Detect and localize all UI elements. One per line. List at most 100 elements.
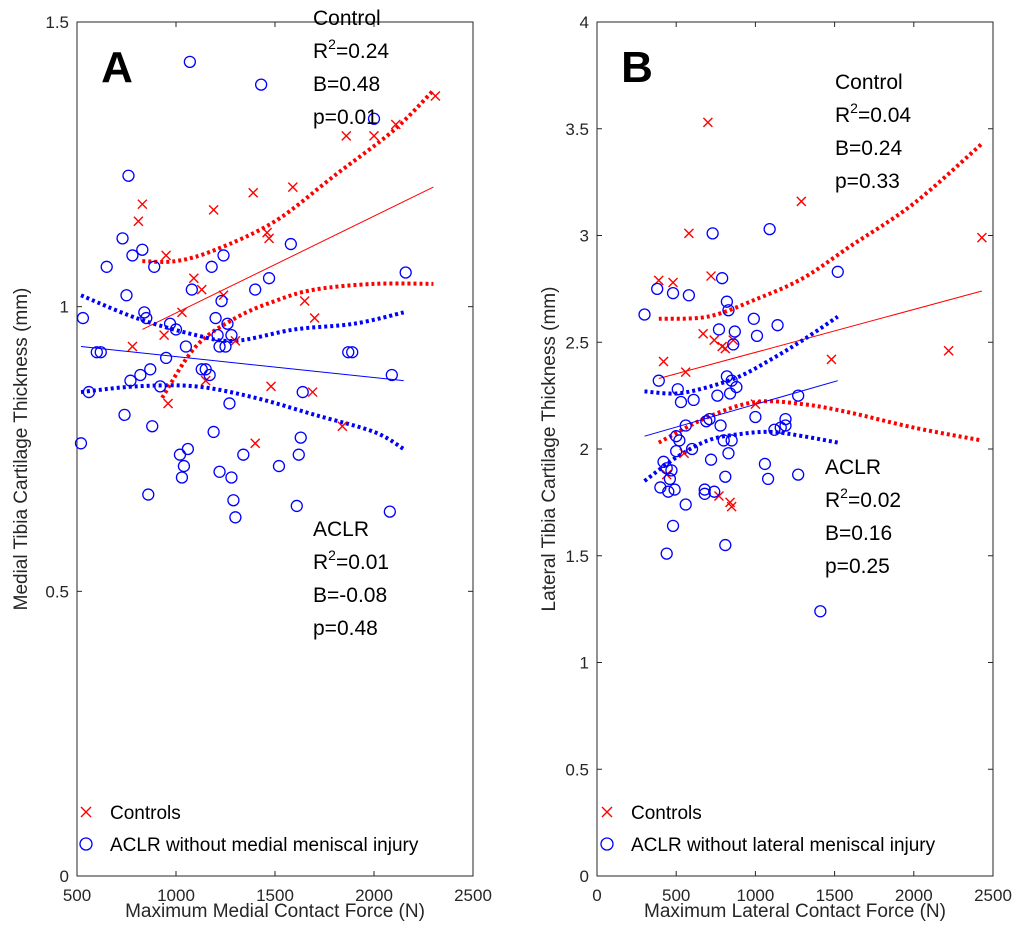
y-tick-label: 4: [580, 13, 589, 32]
aclr-point: [665, 464, 678, 477]
annotation-line: ACLR: [313, 518, 369, 541]
aclr-point: [747, 312, 760, 325]
aclr-point: [670, 444, 683, 458]
control-point: [826, 354, 837, 365]
aclr-point: [685, 442, 699, 456]
control-point: [943, 345, 954, 356]
y-tick-label: 0: [60, 867, 69, 886]
annotation-line: B=0.24: [835, 137, 902, 160]
annotation-line: B=0.16: [825, 522, 892, 545]
aclr-point: [385, 368, 398, 382]
annotation-line: R2=0.04: [835, 100, 911, 127]
aclr-point: [221, 317, 234, 330]
aclr-point: [215, 294, 228, 308]
control-point: [188, 273, 199, 284]
control-point: [369, 130, 379, 141]
aclr-point: [399, 266, 412, 279]
aclr-point: [144, 363, 157, 376]
annotation-line: R2=0.01: [313, 547, 389, 574]
annotation-line: Control: [313, 7, 381, 30]
aclr-point: [698, 483, 711, 496]
aclr-point: [700, 415, 713, 428]
aclr-point: [177, 459, 191, 473]
legend-label-aclr: ACLR without lateral meniscal injury: [631, 835, 936, 856]
control-point: [717, 341, 728, 352]
aclr-point: [367, 112, 381, 125]
panel-label: B: [621, 43, 653, 92]
aclr-point: [722, 447, 735, 460]
aclr-point: [100, 260, 113, 273]
annotation-line: B=0.48: [313, 73, 380, 96]
legend-marker-control: [601, 806, 613, 818]
x-tick-label: 2500: [454, 886, 492, 905]
aclr-point: [249, 283, 262, 296]
control-point: [713, 490, 724, 501]
aclr-point: [209, 311, 222, 325]
x-tick-label: 0: [592, 886, 601, 905]
aclr-point: [254, 78, 268, 91]
aclr-point: [768, 423, 781, 436]
ci-lower-control: [657, 399, 983, 445]
annotation-line: p=0.01: [313, 106, 378, 129]
aclr-point: [679, 419, 692, 432]
aclr-point: [814, 605, 827, 618]
ci-upper-aclr: [80, 293, 405, 343]
aclr-point: [687, 393, 700, 407]
aclr-point: [154, 380, 167, 393]
control-point: [248, 187, 259, 198]
control-point: [137, 199, 148, 210]
aclr-point: [719, 538, 732, 552]
aclr-point: [666, 286, 680, 300]
aclr-point: [173, 448, 187, 461]
axes-box: [596, 21, 994, 877]
control-point: [668, 277, 679, 288]
aclr-point: [722, 304, 735, 317]
aclr-point: [229, 511, 242, 524]
aclr-point: [179, 340, 193, 353]
aclr-point: [294, 431, 307, 444]
control-point: [264, 233, 275, 244]
aclr-point: [146, 420, 159, 433]
ci-lower-aclr: [80, 383, 405, 451]
fit-line-aclr: [644, 380, 838, 437]
legend-marker-aclr: [600, 837, 614, 851]
aclr-point: [723, 387, 737, 400]
aclr-point: [237, 448, 250, 461]
aclr-point: [792, 468, 805, 481]
legend-marker-aclr: [79, 837, 93, 851]
axes-box: [76, 21, 474, 877]
y-tick-label: 0.5: [565, 760, 589, 779]
legend: Controls ACLR without lateral meniscal in…: [600, 803, 936, 856]
control-point: [341, 130, 352, 141]
aclr-point: [76, 311, 90, 325]
aclr-point: [138, 306, 151, 319]
annotation-line: R2=0.24: [313, 36, 389, 63]
annotation-line: ACLR: [825, 456, 881, 479]
aclr-point: [761, 472, 775, 486]
ci-upper-aclr: [644, 314, 839, 396]
control-point: [230, 335, 241, 346]
control-point: [709, 335, 720, 346]
aclr-point: [207, 425, 220, 439]
aclr-point: [284, 237, 297, 251]
annotation-control: Control R2=0.24 B=0.48 p=0.01: [313, 7, 389, 129]
aclr-point: [74, 437, 88, 450]
aclr-point: [290, 499, 303, 513]
aclr-point: [140, 311, 153, 325]
aclr-point: [771, 319, 784, 332]
aclr-point: [292, 448, 305, 461]
control-point: [127, 341, 138, 352]
aclr-point: [185, 283, 198, 296]
aclr-point: [727, 338, 740, 351]
y-tick-label: 2.5: [565, 333, 589, 352]
x-tick-label: 500: [662, 886, 690, 905]
aclr-point: [227, 494, 240, 507]
legend: Controls ACLR without medial meniscal inj…: [79, 803, 419, 856]
aclr-point: [719, 470, 732, 483]
aclr-point: [763, 222, 776, 236]
control-point: [976, 232, 987, 243]
aclr-point: [682, 289, 696, 302]
aclr-point: [296, 385, 309, 399]
aclr-point: [181, 442, 195, 456]
